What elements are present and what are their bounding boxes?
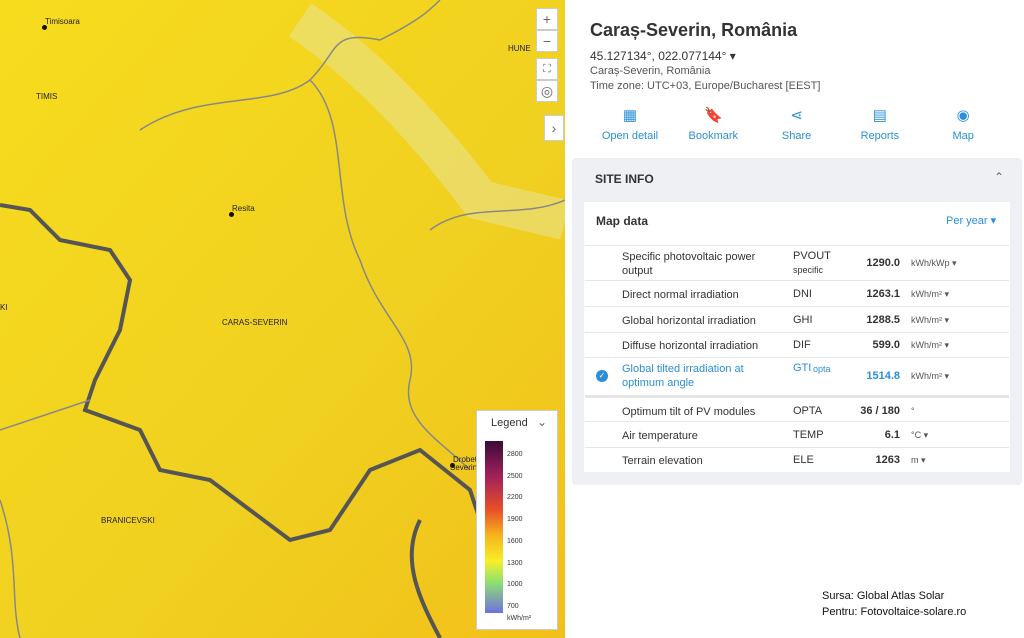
legend-bar: [485, 441, 503, 613]
data-row[interactable]: Air temperature TEMP 6.1 °C ▾: [585, 421, 1009, 448]
collapse-panel[interactable]: ›: [544, 115, 564, 141]
zoom-in[interactable]: +: [536, 8, 558, 30]
map-data-box: [584, 202, 1010, 472]
data-row[interactable]: ✓ Global tilted irradiation at optimum an…: [585, 357, 1009, 394]
region: Caraș-Severin, România: [590, 65, 711, 77]
row-value: 36 / 180: [860, 404, 900, 417]
action-label[interactable]: Share: [781, 130, 812, 142]
coordinates[interactable]: 45.127134°, 022.077144° ▾: [590, 49, 736, 63]
action-icon[interactable]: 🔖: [703, 107, 723, 124]
row-value: 1288.5: [866, 313, 900, 326]
city-dot: [229, 212, 234, 217]
data-row[interactable]: Specific photovoltaic power output PVOUT s…: [585, 245, 1009, 281]
source: Sursa: Global Atlas Solar: [822, 590, 945, 602]
row-unit[interactable]: kWh/kWp ▾: [911, 258, 957, 268]
legend-toggle[interactable]: ⌄: [537, 415, 548, 429]
city-dot: [450, 463, 455, 468]
legend-tick: 1000: [507, 581, 523, 589]
row-value: 1514.8: [866, 369, 900, 382]
map-label: Drobeta: [453, 455, 482, 464]
map-label: Resita: [232, 204, 255, 213]
locate[interactable]: ◎: [536, 80, 558, 102]
row-unit[interactable]: kWh/m² ▾: [911, 288, 950, 299]
row-unit[interactable]: kWh/m² ▾: [911, 340, 950, 350]
action-icon[interactable]: ▦: [622, 107, 638, 124]
legend-tick: 700: [507, 602, 519, 610]
action-icon[interactable]: ⋖: [790, 107, 803, 124]
data-row[interactable]: Terrain elevation ELE 1263 m ▾: [585, 447, 1009, 473]
fullscreen[interactable]: ⛶: [536, 58, 558, 80]
legend: Legend ⌄ 2800 2500 2200 1900 1600 1300 1000 700…: [476, 410, 558, 630]
city-dot: [42, 25, 47, 30]
row-value: 6.1: [884, 428, 900, 441]
action-label[interactable]: Map: [952, 130, 974, 142]
data-row[interactable]: Direct normal irradiation DNI 1263.1 kWh/m²…: [585, 280, 1009, 307]
map-layer: [0, 0, 565, 638]
legend-tick: 1900: [507, 516, 523, 524]
map-label: KI: [0, 303, 8, 312]
legend-tick: 2500: [507, 472, 523, 480]
row-abbr: TEMP: [793, 428, 824, 441]
row-value: 1290.0: [866, 257, 900, 269]
section-collapse[interactable]: ⌃: [994, 170, 1005, 184]
legend-tick: 2200: [507, 494, 523, 502]
section-title: SITE INFO: [595, 172, 654, 186]
row-name: Global horizontal irradiation: [622, 314, 756, 327]
data-row[interactable]: Optimum tilt of PV modules OPTA 36 / 180 °: [585, 395, 1009, 424]
row-unit[interactable]: kWh/m² ▾: [911, 314, 950, 325]
row-abbr: GHI: [793, 313, 813, 326]
row-name: Terrain elevation: [622, 455, 703, 467]
row-unit: °: [911, 405, 915, 416]
selected-check: ✓: [596, 370, 608, 382]
map-label: BRANICEVSKI: [101, 516, 155, 525]
row-name: Direct normal irradiation: [622, 288, 739, 301]
map-data-title: Map data: [596, 214, 649, 228]
row-abbr-sub: opta: [813, 364, 831, 374]
row-name: Optimum tilt of PV modules: [622, 405, 756, 418]
action-icon[interactable]: ◉: [956, 107, 970, 124]
map-label: CARAS-SEVERIN: [222, 318, 288, 327]
action-label[interactable]: Open detail: [601, 130, 659, 142]
map[interactable]: Timisoara TIMIS HUNE Resita CARAS-SEVERIN BRA…: [0, 0, 565, 638]
data-row[interactable]: Global horizontal irradiation GHI 1288.5 kW…: [585, 306, 1009, 333]
data-row[interactable]: Diffuse horizontal irradiation DIF 599.0 kW…: [585, 332, 1009, 358]
map-label: HUNE: [508, 44, 531, 53]
action-icon[interactable]: ▤: [872, 107, 887, 124]
row-name: Global tilted irradiation at optimum ang…: [622, 363, 744, 389]
row-value: 1263: [875, 454, 900, 466]
legend-title[interactable]: Legend: [491, 417, 528, 429]
legend-tick: 2800: [507, 451, 523, 458]
period-select[interactable]: Per year ▾: [946, 215, 997, 227]
legend-unit: kWh/m²: [507, 615, 532, 622]
coordinates-text: 45.127134°, 022.077144°: [590, 49, 727, 63]
row-abbr: DNI: [793, 287, 812, 300]
row-name: Specific photovoltaic power output: [622, 251, 756, 277]
row-abbr: ELE: [793, 454, 814, 466]
row-abbr: OPTA: [793, 404, 823, 417]
row-abbr: DIF: [793, 339, 811, 351]
action-label[interactable]: Bookmark: [688, 130, 739, 142]
period: Per year: [946, 215, 988, 227]
row-name: Diffuse horizontal irradiation: [622, 340, 759, 352]
legend-tick: 1600: [507, 537, 523, 545]
map-label: Timisoara: [45, 17, 80, 26]
row-unit[interactable]: kWh/m² ▾: [911, 370, 950, 381]
map-label: Severin: [450, 463, 478, 472]
row-abbr: PVOUT: [793, 250, 831, 262]
timezone: Time zone: UTC+03, Europe/Bucharest [EES…: [590, 80, 821, 92]
site-title: Caraș-Severin, România: [590, 20, 798, 40]
row-name: Air temperature: [622, 429, 698, 442]
zoom-out[interactable]: −: [536, 30, 558, 52]
map-label: TIMIS: [36, 92, 58, 101]
row-abbr: GTI: [793, 362, 812, 374]
row-value: 1263.1: [866, 287, 900, 300]
for: Pentru: Fotovoltaice-solare.ro: [822, 606, 967, 618]
row-unit[interactable]: °C ▾: [911, 429, 929, 440]
row-abbr-sub: specific: [793, 265, 824, 275]
legend-tick: 1300: [507, 559, 523, 567]
row-unit[interactable]: m ▾: [911, 455, 926, 465]
row-value: 599.0: [872, 339, 900, 351]
action-label[interactable]: Reports: [860, 130, 900, 142]
